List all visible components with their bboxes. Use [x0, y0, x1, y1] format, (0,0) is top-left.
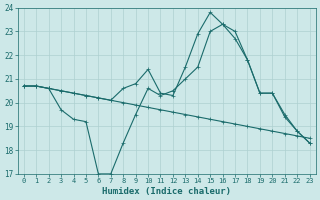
X-axis label: Humidex (Indice chaleur): Humidex (Indice chaleur): [102, 187, 231, 196]
